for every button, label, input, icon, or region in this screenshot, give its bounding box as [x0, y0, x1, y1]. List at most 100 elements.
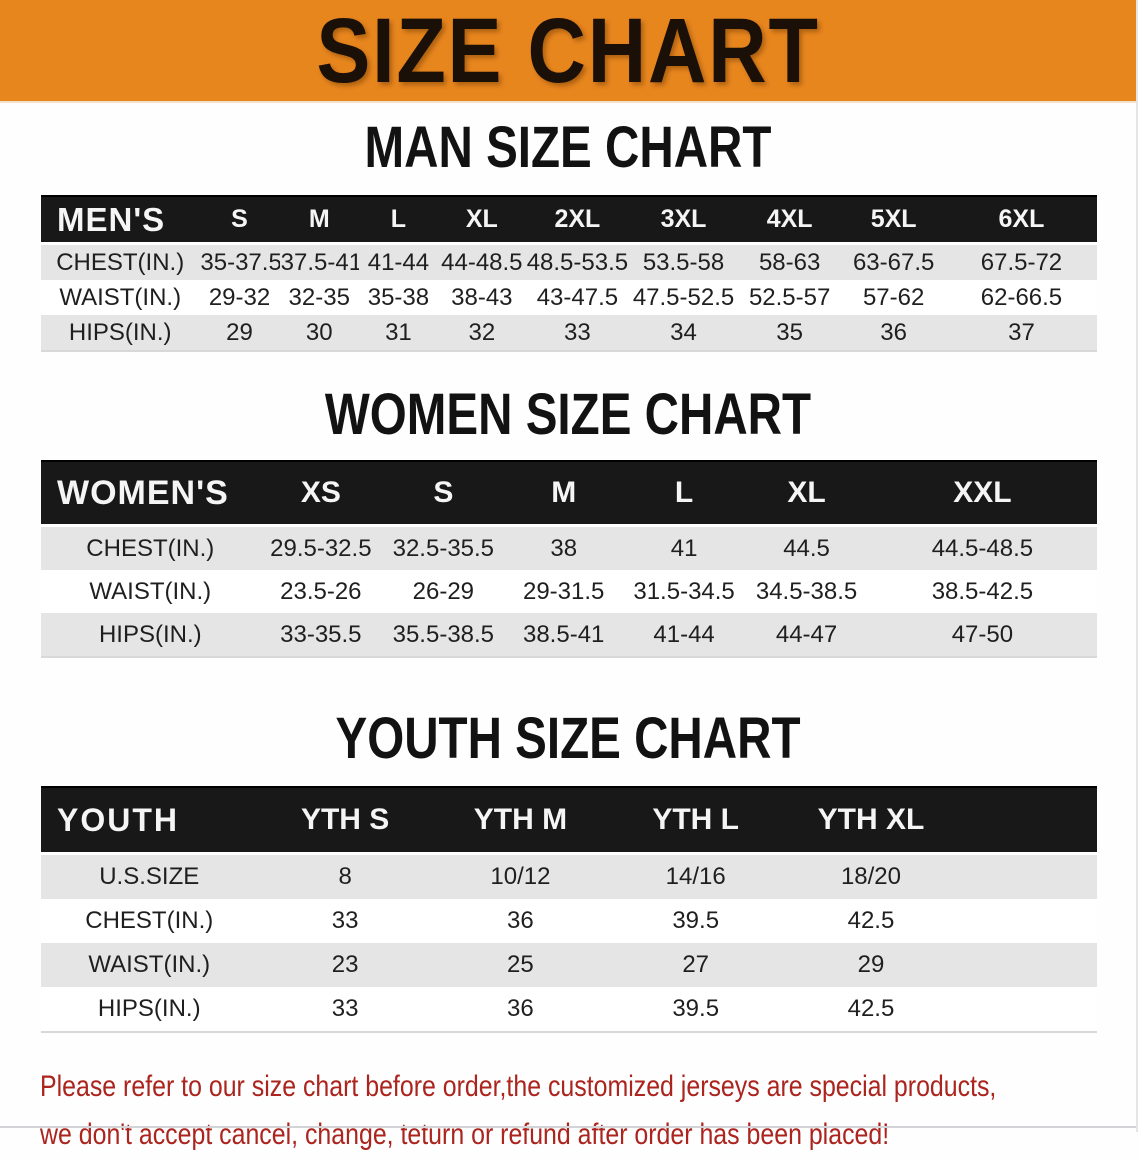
- row-label: WAIST(IN.): [41, 570, 260, 613]
- men-column-header-4xl: 4XL: [737, 195, 842, 245]
- cell: 36: [841, 315, 946, 351]
- men-column-header-l: L: [358, 195, 439, 245]
- cell: 39.5: [608, 899, 784, 943]
- men-section-heading: MAN SIZE CHART: [364, 115, 772, 180]
- spacer-cell: [958, 899, 1097, 943]
- banner: SIZE CHART: [0, 0, 1136, 103]
- youth-waist-row: WAIST(IN.) 23 25 27 29: [41, 943, 1097, 987]
- men-column-header-2xl: 2XL: [525, 195, 630, 245]
- youth-hips-row: HIPS(IN.) 33 36 39.5 42.5: [41, 987, 1097, 1032]
- cell: 23.5-26: [259, 570, 383, 613]
- cell: 67.5-72: [945, 243, 1097, 280]
- cell: 10/12: [432, 853, 609, 899]
- cell: 8: [257, 853, 433, 899]
- cell: 23: [257, 943, 433, 987]
- disclaimer-line-2: we don't accept cancel, change, teturn o…: [40, 1118, 890, 1151]
- women-column-header-s: S: [382, 460, 505, 527]
- youth-table-label: YOUTH: [41, 786, 258, 855]
- cell: 32: [438, 315, 526, 351]
- cell: 48.5-53.5: [525, 243, 630, 280]
- cell: 29.5-32.5: [259, 525, 383, 570]
- cell: 42.5: [783, 987, 959, 1032]
- cell: 33: [525, 315, 630, 351]
- cell: 33-35.5: [259, 613, 383, 657]
- spacer-cell: [958, 786, 1097, 855]
- cell: 43-47.5: [525, 280, 630, 315]
- men-column-header-3xl: 3XL: [629, 195, 738, 245]
- cell: 38.5-42.5: [867, 570, 1097, 613]
- women-column-header-xl: XL: [745, 460, 868, 527]
- men-column-header-6xl: 6XL: [945, 195, 1097, 245]
- spacer-cell: [958, 853, 1097, 899]
- cell: 27: [608, 943, 784, 987]
- men-table-label: MEN'S: [41, 195, 200, 245]
- youth-column-header-m: YTH M: [432, 786, 609, 855]
- cell: 37.5-41: [279, 243, 359, 280]
- cell: 34.5-38.5: [745, 570, 868, 613]
- cell: 41-44: [358, 243, 439, 280]
- row-label: HIPS(IN.): [41, 613, 260, 657]
- women-column-header-xxl: XXL: [867, 460, 1097, 527]
- cell: 29: [783, 943, 959, 987]
- cell: 44-47: [745, 613, 868, 657]
- cell: 36: [432, 899, 609, 943]
- cell: 38.5-41: [504, 613, 623, 657]
- cell: 32-35: [279, 280, 359, 315]
- cell: 35-38: [358, 280, 439, 315]
- row-label: HIPS(IN.): [41, 987, 258, 1032]
- youth-column-header-s: YTH S: [257, 786, 433, 855]
- cell: 29-31.5: [504, 570, 623, 613]
- women-size-table: WOMEN'S XS S M L XL XXL CHEST(IN.) 29.5-…: [41, 460, 1097, 658]
- banner-title: SIZE CHART: [316, 0, 820, 102]
- cell: 41: [622, 525, 746, 570]
- cell: 41-44: [622, 613, 746, 657]
- women-column-header-m: M: [504, 460, 623, 527]
- cell: 26-29: [382, 570, 505, 613]
- youth-column-header-xl: YTH XL: [783, 786, 959, 855]
- cell: 25: [432, 943, 609, 987]
- youth-size-table: YOUTH YTH S YTH M YTH L YTH XL U.S.SIZE …: [41, 786, 1097, 1033]
- youth-section-heading: YOUTH SIZE CHART: [335, 706, 801, 771]
- cell: 31: [358, 315, 439, 351]
- cell: 58-63: [737, 243, 842, 280]
- women-hips-row: HIPS(IN.) 33-35.5 35.5-38.5 38.5-41 41-4…: [41, 613, 1097, 657]
- cell: 29: [199, 315, 280, 351]
- cell: 33: [257, 987, 433, 1032]
- youth-ussize-row: U.S.SIZE 8 10/12 14/16 18/20: [41, 853, 1097, 899]
- cell: 30: [279, 315, 359, 351]
- row-label: CHEST(IN.): [41, 525, 260, 570]
- cell: 35.5-38.5: [382, 613, 505, 657]
- cell: 63-67.5: [841, 243, 946, 280]
- men-waist-row: WAIST(IN.) 29-32 32-35 35-38 38-43 43-47…: [41, 280, 1097, 315]
- men-chest-row: CHEST(IN.) 35-37.5 37.5-41 41-44 44-48.5…: [41, 243, 1097, 280]
- youth-table-header-row: YOUTH YTH S YTH M YTH L YTH XL: [41, 786, 1097, 855]
- cell: 47-50: [867, 613, 1097, 657]
- cell: 52.5-57: [737, 280, 842, 315]
- cell: 14/16: [608, 853, 784, 899]
- disclaimer-note: Please refer to our size chart before or…: [40, 1063, 1136, 1159]
- row-label: WAIST(IN.): [41, 943, 258, 987]
- spacer-cell: [958, 943, 1097, 987]
- women-table-label: WOMEN'S: [41, 460, 260, 527]
- row-label: WAIST(IN.): [41, 280, 200, 315]
- cell: 29-32: [199, 280, 280, 315]
- cell: 35: [737, 315, 842, 351]
- youth-column-header-l: YTH L: [608, 786, 784, 855]
- cell: 34: [629, 315, 738, 351]
- men-column-header-5xl: 5XL: [841, 195, 946, 245]
- men-column-header-xl: XL: [438, 195, 526, 245]
- men-size-table: MEN'S S M L XL 2XL 3XL 4XL 5XL 6XL CHEST…: [41, 195, 1097, 352]
- cell: 62-66.5: [945, 280, 1097, 315]
- youth-chest-row: CHEST(IN.) 33 36 39.5 42.5: [41, 899, 1097, 943]
- cell: 42.5: [783, 899, 959, 943]
- cell: 44-48.5: [438, 243, 526, 280]
- bottom-divider: [0, 1126, 1136, 1128]
- women-column-header-xs: XS: [259, 460, 383, 527]
- men-table-header-row: MEN'S S M L XL 2XL 3XL 4XL 5XL 6XL: [41, 195, 1097, 245]
- cell: 33: [257, 899, 433, 943]
- row-label: CHEST(IN.): [41, 899, 258, 943]
- women-column-header-l: L: [622, 460, 746, 527]
- disclaimer-line-1: Please refer to our size chart before or…: [40, 1070, 997, 1103]
- cell: 36: [432, 987, 609, 1032]
- cell: 38-43: [438, 280, 526, 315]
